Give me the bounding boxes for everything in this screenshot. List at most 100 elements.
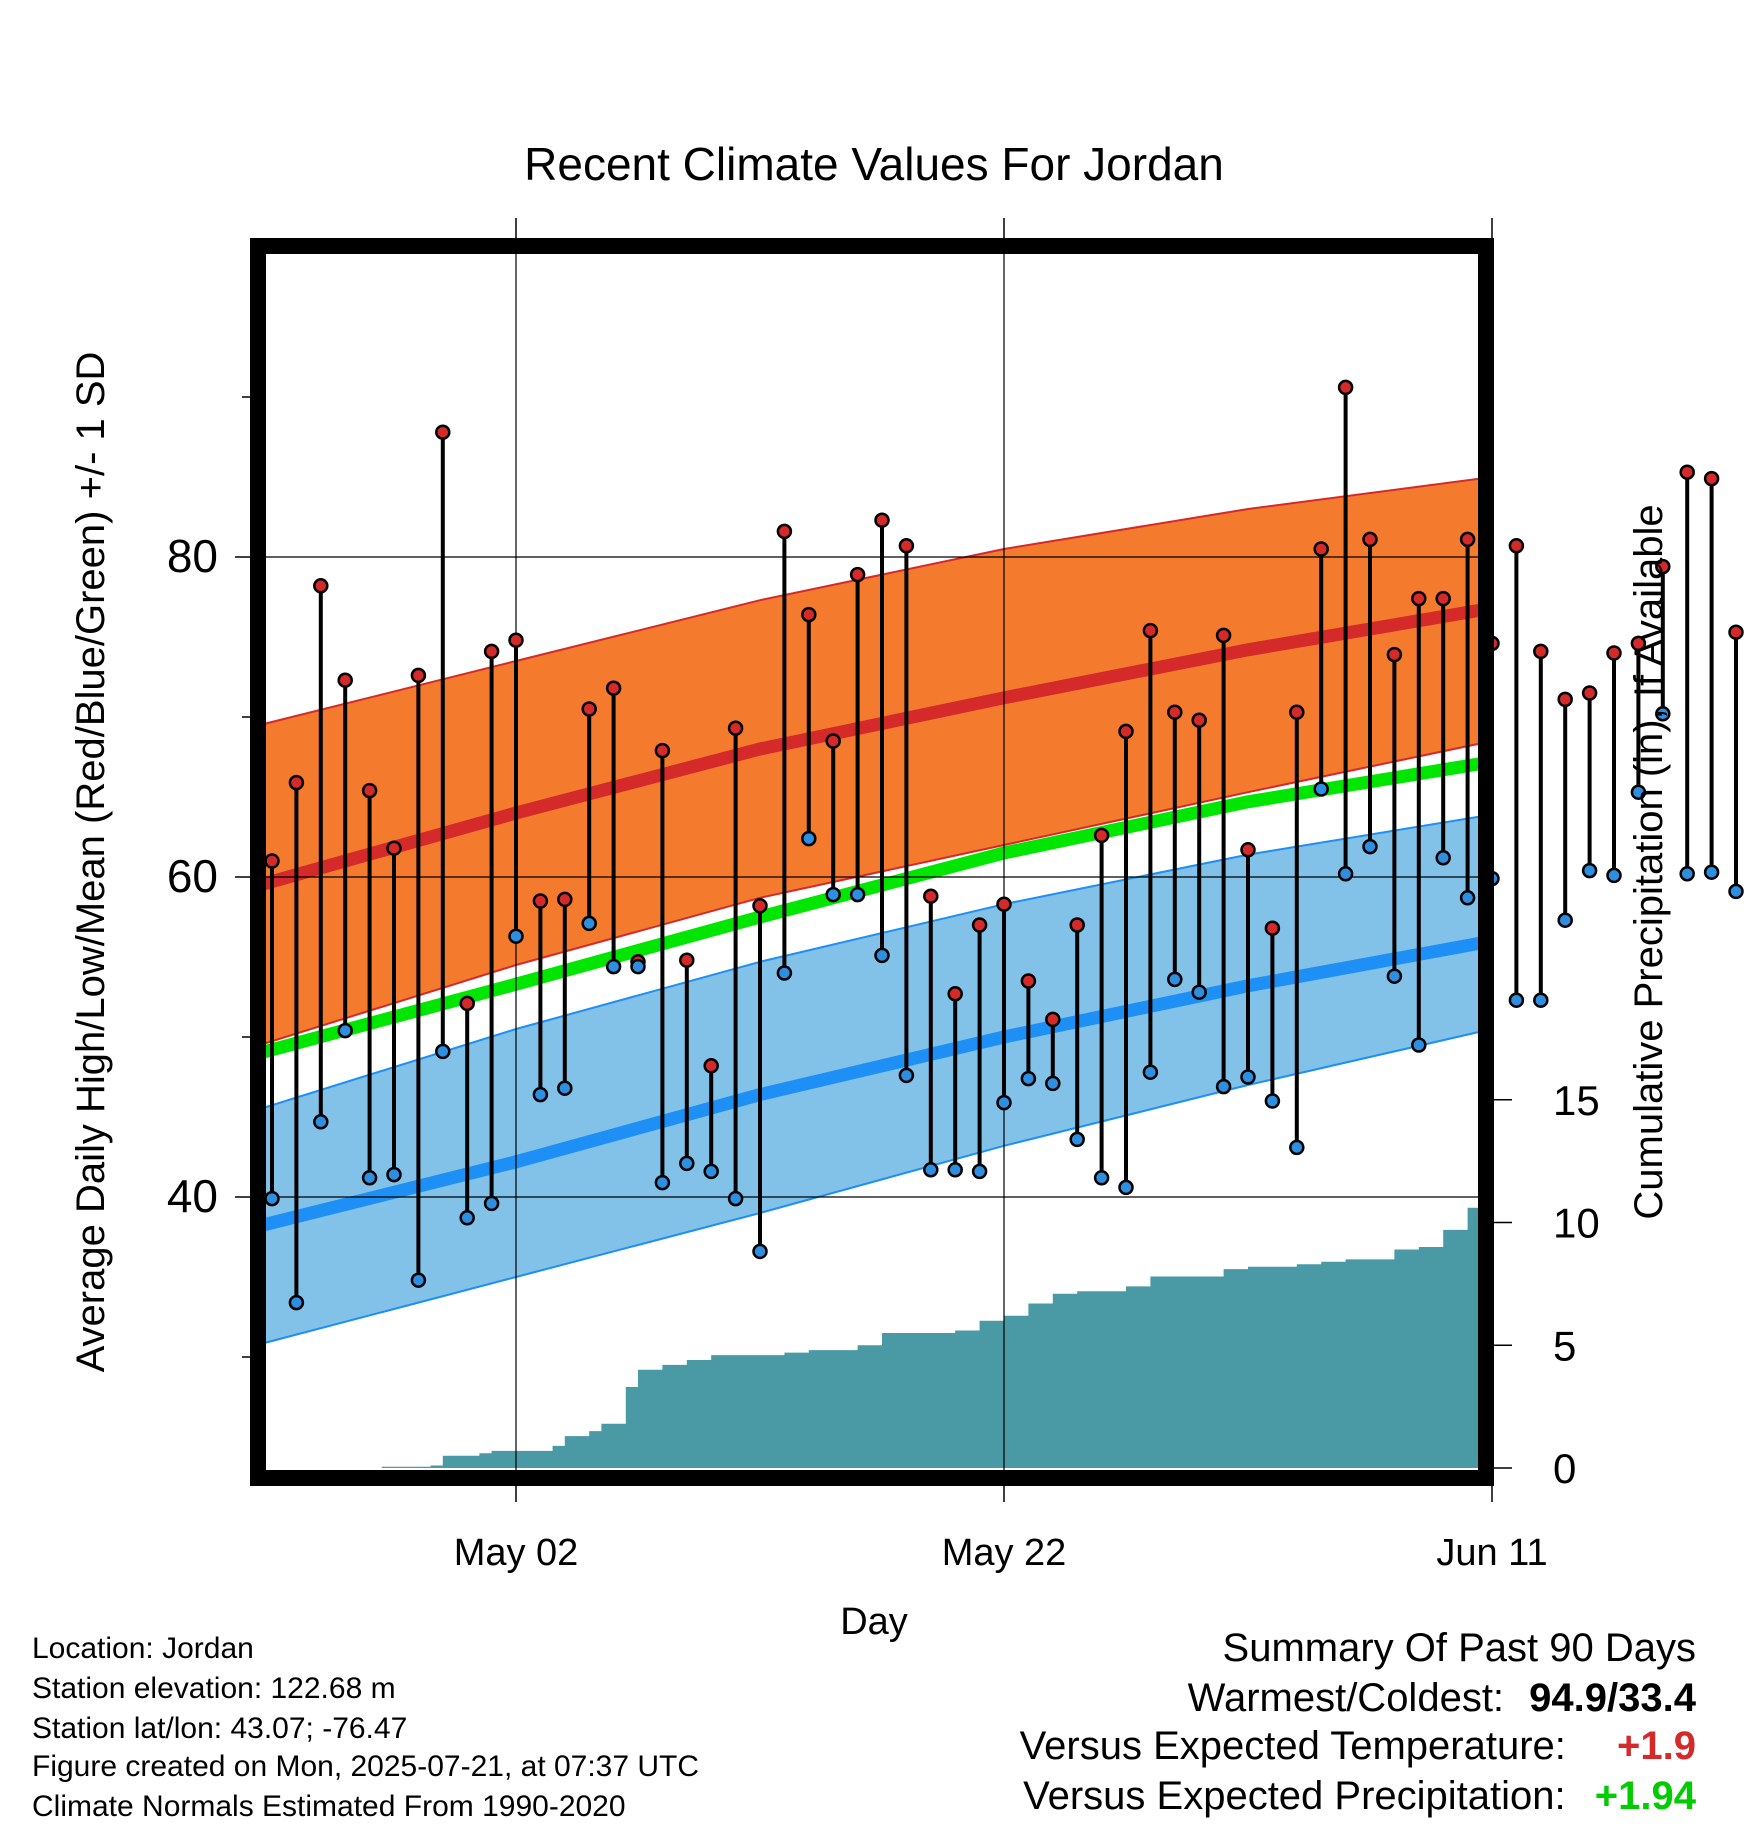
daily-high-point — [337, 672, 353, 688]
daily-low-point — [1630, 784, 1647, 800]
daily-high-point — [874, 512, 890, 528]
daily-high-point — [1142, 622, 1159, 639]
daily-low-point — [654, 1174, 671, 1191]
daily-low-point — [1533, 992, 1549, 1008]
daily-high-point — [1069, 917, 1085, 933]
daily-high-point — [1118, 723, 1134, 740]
daily-high-point — [1655, 558, 1671, 575]
daily-high-point — [947, 986, 963, 1002]
daily-high-point — [1508, 538, 1525, 554]
y2-tick-label-10: 10 — [1553, 1200, 1600, 1247]
high-band-upper-edge — [266, 477, 1478, 725]
daily-high-point — [1630, 635, 1647, 652]
daily-low-point — [1020, 1070, 1037, 1087]
daily-low-point — [386, 1166, 402, 1183]
daily-high-point — [1191, 712, 1207, 728]
daily-high-point — [703, 1058, 719, 1074]
daily-low-point — [1069, 1131, 1085, 1148]
high-band-lower-edge — [266, 742, 1478, 1045]
chart-title: Recent Climate Values For Jordan — [524, 138, 1224, 190]
daily-low-point — [1240, 1069, 1256, 1085]
y-tick-label-60: 60 — [167, 850, 218, 902]
daily-high-point — [971, 917, 988, 933]
y2-tick-label-5: 5 — [1553, 1322, 1576, 1369]
daily-high-point — [849, 566, 866, 583]
summary-warmest-row: Warmest/Coldest: 94.9/33.4 — [1188, 1678, 1696, 1718]
daily-low-point — [1386, 968, 1403, 984]
daily-high-point — [313, 578, 329, 594]
daily-high-point — [1167, 704, 1183, 720]
daily-low-point — [1557, 912, 1573, 928]
daily-low-point — [483, 1195, 500, 1212]
daily-high-point — [483, 643, 500, 660]
daily-low-point — [923, 1162, 939, 1178]
daily-low-point — [1508, 992, 1525, 1008]
daily-high-point — [1679, 464, 1695, 480]
daily-low-point — [1289, 1139, 1305, 1156]
y-tick-label-40: 40 — [167, 1170, 218, 1222]
footer-elevation: Station elevation: 122.68 m — [32, 1672, 396, 1705]
daily-low-point — [1313, 781, 1329, 797]
high-normal-line — [266, 603, 1478, 891]
daily-low-point — [459, 1210, 475, 1226]
daily-high-point — [1557, 691, 1573, 708]
y2-tick-label-0: 0 — [1553, 1445, 1576, 1492]
summary-temp-row: Versus Expected Temperature: +1.9 — [1020, 1726, 1696, 1766]
daily-high-point — [581, 701, 597, 717]
daily-high-point — [1215, 627, 1232, 644]
daily-low-point — [630, 958, 646, 975]
daily-low-point — [996, 1094, 1012, 1111]
daily-high-point — [1386, 646, 1403, 663]
daily-high-point — [679, 952, 695, 968]
y-axis-label-right: Cumulative Precipitation (in), If Availa… — [1627, 504, 1671, 1219]
low-band-lower-edge — [266, 1031, 1478, 1344]
daily-low-point — [825, 886, 841, 903]
daily-high-point — [1459, 531, 1476, 548]
daily-high-point — [1240, 842, 1256, 858]
precip-area — [266, 1207, 1478, 1468]
daily-high-point — [727, 720, 744, 736]
daily-high-point — [557, 891, 573, 908]
daily-low-point — [532, 1086, 549, 1103]
daily-low-point — [1728, 883, 1744, 900]
daily-high-point — [898, 538, 915, 554]
x-tick-label-0: May 02 — [454, 1532, 579, 1574]
daily-high-point — [923, 888, 939, 904]
daily-high-point — [1264, 920, 1281, 936]
mean-normal-line — [266, 757, 1478, 1059]
daily-low-point — [1581, 862, 1598, 879]
daily-low-point — [1191, 984, 1207, 1000]
daily-low-point — [1093, 1170, 1110, 1186]
daily-high-point — [1362, 531, 1378, 548]
low-normal-line — [266, 936, 1478, 1231]
daily-high-point — [1313, 541, 1329, 557]
daily-high-point — [1093, 827, 1110, 844]
daily-low-point — [1459, 890, 1476, 906]
daily-high-point — [1703, 470, 1720, 487]
daily-low-point — [1337, 866, 1354, 882]
daily-low-point — [264, 1190, 280, 1207]
daily-low-point — [679, 1155, 695, 1172]
summary-temp-value: +1.9 — [1617, 1724, 1696, 1768]
daily-high-point — [825, 733, 841, 749]
daily-low-point — [557, 1080, 573, 1096]
daily-low-point — [581, 915, 597, 932]
daily-low-point — [849, 886, 866, 903]
daily-high-point — [459, 995, 475, 1012]
footer-normals-note: Climate Normals Estimated From 1990-2020 — [32, 1790, 626, 1823]
summary-precip-label: Versus Expected Precipitation: — [1023, 1774, 1566, 1818]
daily-high-point — [1606, 645, 1622, 661]
daily-low-point — [947, 1162, 963, 1178]
daily-low-point — [874, 947, 890, 964]
daily-low-point — [1167, 971, 1183, 988]
daily-low-point — [1142, 1064, 1159, 1080]
daily-low-point — [727, 1190, 744, 1207]
y-axis-label-left: Average Daily High/Low/Mean (Red/Blue/Gr… — [69, 352, 113, 1373]
summary-temp-label: Versus Expected Temperature: — [1019, 1724, 1566, 1768]
daily-low-point — [776, 965, 793, 981]
daily-high-point — [508, 632, 524, 648]
daily-low-point — [1045, 1075, 1061, 1092]
plot-frame — [250, 238, 1494, 1486]
daily-low-point — [605, 958, 622, 975]
